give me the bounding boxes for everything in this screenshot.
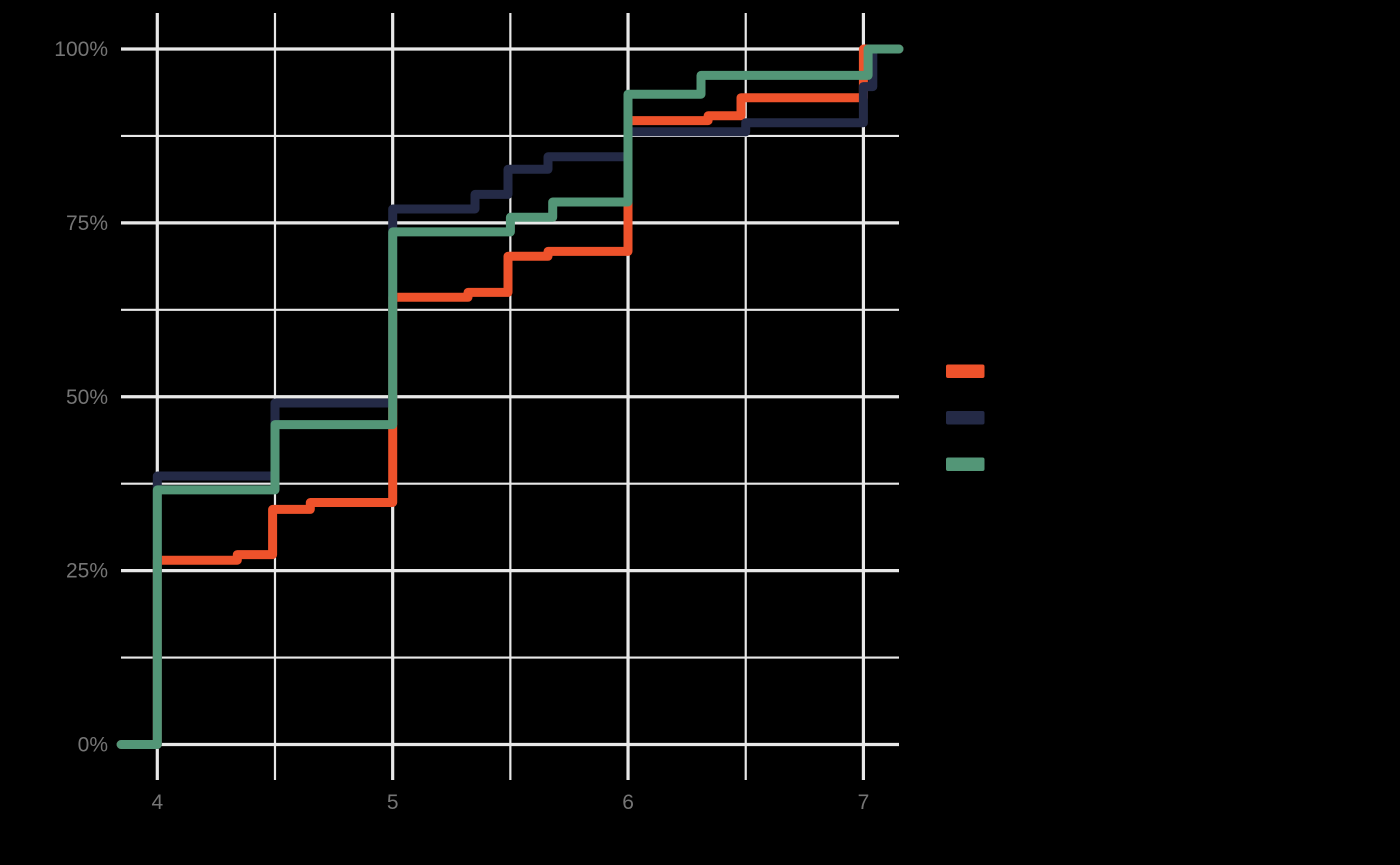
legend-swatch-2 [946, 457, 985, 471]
legend-swatch-0 [946, 364, 985, 378]
y-axis-tick-label: 0% [78, 734, 108, 757]
ecdf-series-orange [116, 44, 904, 749]
y-axis-tick-label: 75% [66, 212, 108, 235]
x-axis-tick-label: 5 [387, 791, 399, 814]
ecdf-series-green [116, 44, 904, 749]
y-axis-tick-label: 100% [54, 38, 108, 61]
x-axis-tick-label: 4 [151, 791, 163, 814]
legend-swatch-1 [946, 411, 985, 425]
x-axis-tick-label: 6 [622, 791, 634, 814]
y-axis-tick-label: 50% [66, 386, 108, 409]
y-axis-tick-label: 25% [66, 560, 108, 583]
x-axis-tick-label: 7 [858, 791, 870, 814]
